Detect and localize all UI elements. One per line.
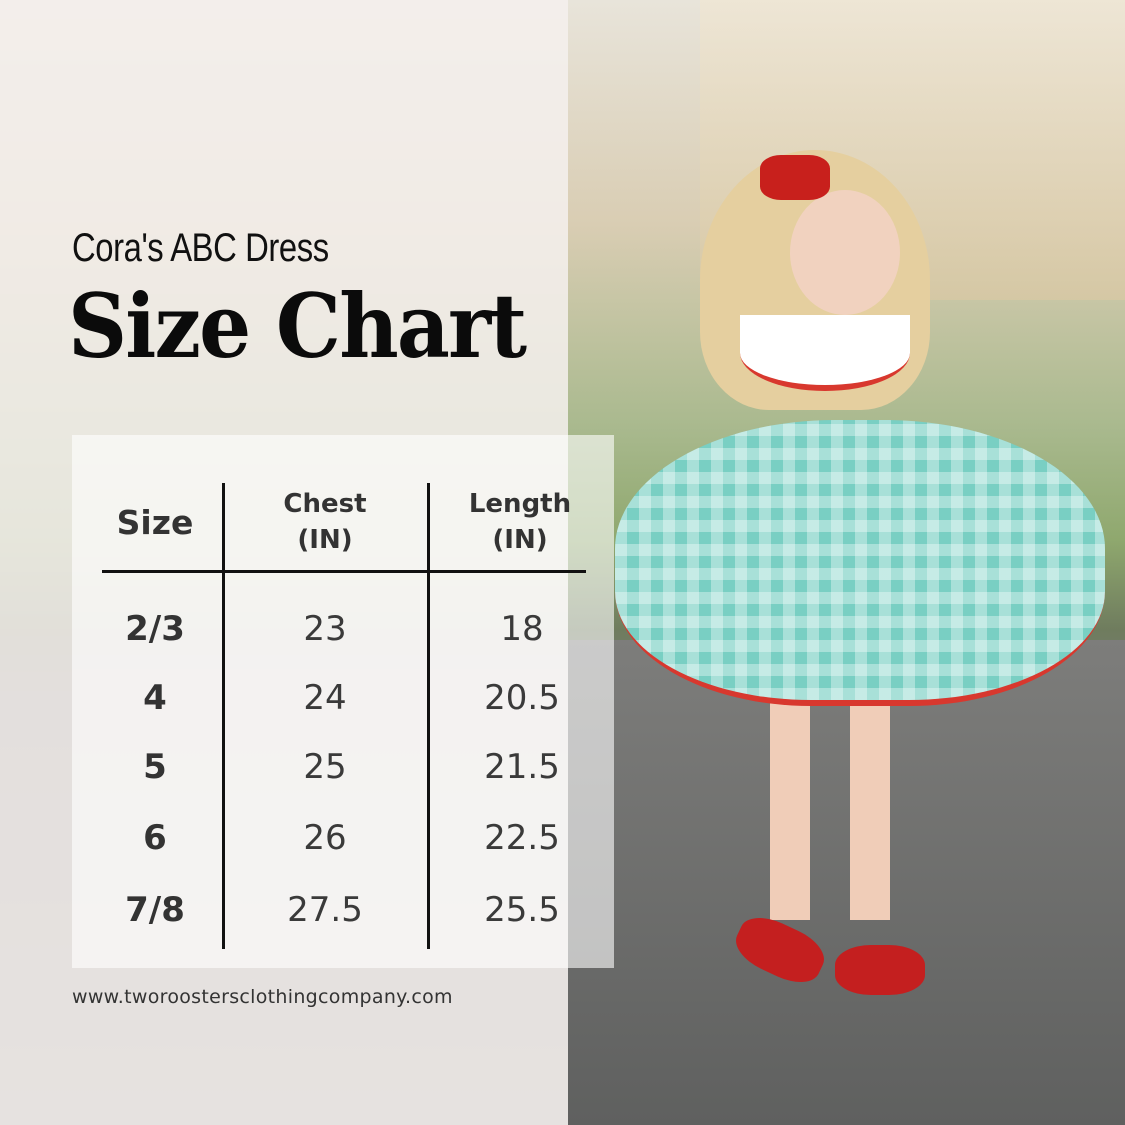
- table-panel: [72, 435, 614, 968]
- header-label: Length: [468, 489, 572, 519]
- website-url: www.tworoostersclothingcompany.com: [72, 986, 453, 1008]
- size-cell: 2/3: [125, 609, 185, 649]
- column-header-size: Size: [95, 503, 215, 542]
- size-cell: 7/8: [125, 890, 185, 930]
- red-bow: [760, 155, 830, 200]
- header-label: Size: [116, 503, 194, 542]
- girl-face: [790, 190, 900, 315]
- header-divider: [102, 570, 586, 573]
- column-divider: [222, 483, 225, 949]
- girl-legs: [760, 690, 900, 920]
- red-shoe: [835, 945, 925, 995]
- page-title: Size Chart: [68, 274, 527, 378]
- length-cell: 18: [500, 609, 544, 649]
- dress-collar: [740, 315, 910, 391]
- length-cell: 25.5: [484, 890, 560, 930]
- length-cell: 21.5: [484, 747, 560, 787]
- gingham-dress: [615, 420, 1105, 706]
- size-cell: 6: [143, 818, 167, 858]
- size-cell: 5: [143, 747, 167, 787]
- chest-cell: 24: [303, 678, 347, 718]
- length-cell: 22.5: [484, 818, 560, 858]
- length-cell: 20.5: [484, 678, 560, 718]
- size-cell: 4: [143, 678, 167, 718]
- header-label: Chest: [283, 489, 367, 519]
- chest-cell: 26: [303, 818, 347, 858]
- header-unit: (IN): [297, 525, 353, 555]
- header-unit: (IN): [492, 525, 548, 555]
- chest-cell: 25: [303, 747, 347, 787]
- column-header-length: Length (IN): [440, 486, 600, 558]
- product-name: Cora's ABC Dress: [72, 226, 329, 270]
- chest-cell: 23: [303, 609, 347, 649]
- column-divider: [427, 483, 430, 949]
- chest-cell: 27.5: [287, 890, 363, 930]
- column-header-chest: Chest (IN): [245, 486, 405, 558]
